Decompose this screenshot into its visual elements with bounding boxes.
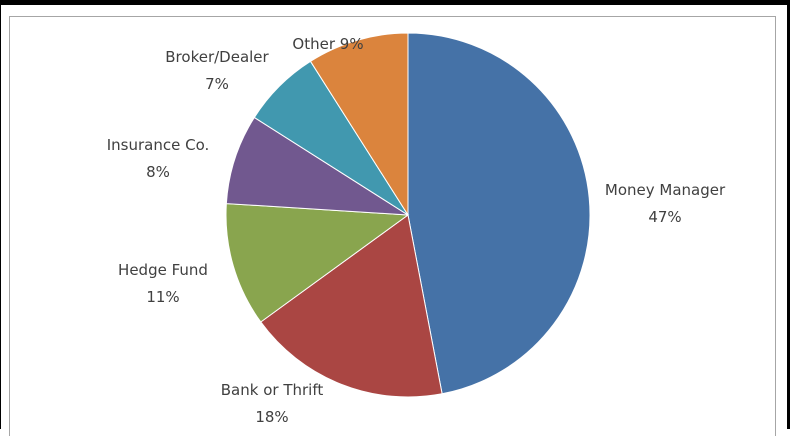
pie-slice-money-manager bbox=[407, 32, 591, 395]
data-label-name-hedge-fund: Hedge Fund bbox=[118, 261, 208, 279]
data-label-value-insurance-co-: 8% bbox=[146, 163, 170, 181]
pie-slice-hedge-fund bbox=[225, 203, 410, 323]
data-label-value-broker-dealer: 7% bbox=[205, 75, 229, 93]
pie-slice-bank-or-thrift bbox=[260, 214, 443, 398]
pie-slice-other bbox=[309, 32, 409, 217]
pie-labels: Money Manager 47% Bank or Thrift 18% Hedge F… bbox=[107, 35, 726, 426]
pie-slice-insurance-co- bbox=[225, 116, 409, 216]
data-label-other: Other 9% bbox=[292, 35, 363, 53]
data-label-name-bank-or-thrift: Bank or Thrift bbox=[221, 381, 324, 399]
data-label-name-insurance-co-: Insurance Co. bbox=[107, 136, 210, 154]
data-label-name-money-manager: Money Manager bbox=[605, 181, 726, 199]
data-label-value-money-manager: 47% bbox=[648, 208, 681, 226]
pie-slices bbox=[225, 32, 591, 398]
data-label-value-hedge-fund: 11% bbox=[146, 288, 179, 306]
data-label-value-bank-or-thrift: 18% bbox=[255, 408, 288, 426]
data-label-name-broker-dealer: Broker/Dealer bbox=[165, 48, 269, 66]
